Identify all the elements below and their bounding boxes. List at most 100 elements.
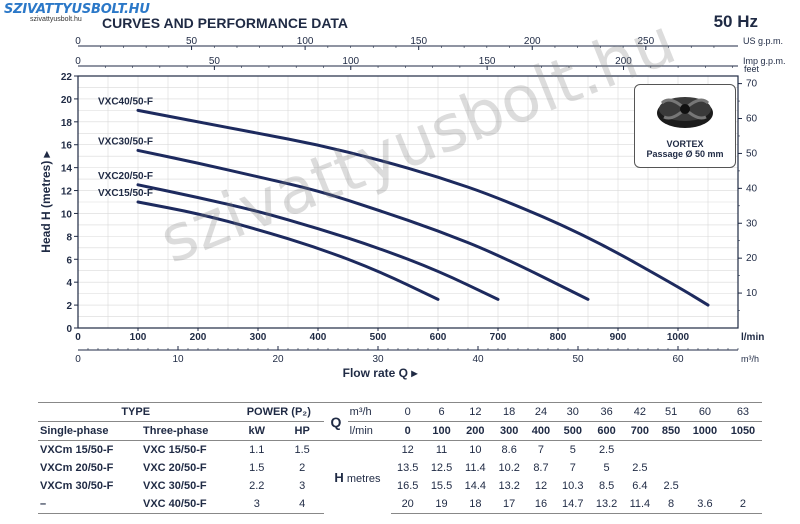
- type-header: TYPE: [38, 402, 234, 422]
- m3h-tick-label: 30: [372, 354, 384, 365]
- three-phase-model: VXC 30/50-F: [143, 480, 207, 492]
- inset-label-vortex: VORTEX: [666, 139, 704, 149]
- table-header-row-1: TYPE POWER (P₂) Q m³/h 0 6 12 18 24 30 36 42 51 6…: [38, 402, 762, 441]
- q-lmin-value: 850: [656, 421, 686, 441]
- head-value: 2.5: [632, 462, 648, 474]
- head-value: [624, 441, 657, 460]
- head-value: [656, 459, 686, 477]
- head-value: 2.5: [598, 444, 615, 456]
- m3h-header: m³/h: [347, 402, 391, 422]
- single-phase-model: VXCm 20/50-F: [40, 462, 114, 474]
- head-value: 17: [492, 495, 527, 514]
- m3h-tick-label: 60: [672, 354, 684, 365]
- imp-gpm-tick-label: 0: [75, 56, 81, 67]
- feet-tick-label: 20: [746, 253, 758, 264]
- feet-tick-label: 60: [746, 114, 758, 125]
- y-tick-label: 2: [66, 301, 72, 312]
- power-hp: 4: [280, 495, 325, 514]
- head-value: 10.2: [498, 462, 520, 474]
- y-tick-label: 4: [66, 278, 72, 289]
- head-value: 5: [603, 462, 610, 474]
- x-tick-label: 500: [370, 332, 387, 343]
- head-value: 11: [435, 444, 448, 456]
- table-row: VXCm 20/50-F VXC 20/50-F 1.5 2 13.5 12.5 11.4 1…: [38, 459, 762, 477]
- us-gpm-unit: US g.p.m.: [743, 36, 783, 46]
- q-lmin-value: 200: [458, 421, 493, 441]
- q-m3h-value: 18: [492, 402, 527, 422]
- head-value: 13.2: [589, 495, 624, 514]
- q-m3h-value: 42: [623, 402, 657, 422]
- lmin-unit: l/min: [741, 332, 764, 343]
- logo-sub-text: szivattyusbolt.hu: [30, 16, 82, 23]
- head-value: 20: [390, 495, 425, 514]
- q-lmin-value: 0: [390, 421, 425, 441]
- y-tick-label: 12: [61, 187, 73, 198]
- q-lmin-value: 700: [623, 421, 657, 441]
- three-phase-model: VXC 15/50-F: [143, 444, 207, 456]
- x-axis-title: Flow rate Q ▸: [343, 366, 419, 380]
- head-value: 12.5: [430, 462, 453, 474]
- x-tick-label: 100: [130, 332, 147, 343]
- m3h-tick-label: 40: [472, 354, 484, 365]
- series-curve-vxc30-50-f: [136, 148, 590, 301]
- head-value: 15.5: [430, 480, 453, 492]
- feet-tick-label: 30: [746, 218, 758, 229]
- single-phase-header: Single-phase: [38, 421, 141, 441]
- imp-gpm-tick-label: 50: [209, 56, 221, 67]
- imp-gpm-tick-label: 200: [615, 56, 632, 67]
- power-header: POWER (P₂): [233, 402, 325, 422]
- head-value: [686, 459, 724, 477]
- head-value: 8: [656, 495, 686, 514]
- series-curve-vxc15-50-f: [136, 200, 440, 301]
- head-value: 8.7: [533, 462, 549, 474]
- series-label-vxc40-50-f: VXC40/50-F: [98, 96, 153, 107]
- table-row: – VXC 40/50-F 3 4 20 19 18 17 16 14.7 13.2 11.4 8 3.6…: [38, 495, 762, 514]
- hp-header: HP: [280, 421, 325, 441]
- imp-gpm-tick-label: 150: [479, 56, 496, 67]
- power-kw: 3: [233, 495, 281, 514]
- q-m3h-value: 0: [390, 402, 425, 422]
- x-tick-label: 900: [610, 332, 627, 343]
- feet-tick-label: 70: [746, 79, 758, 90]
- x-tick-label: 300: [250, 332, 267, 343]
- feet-tick-label: 40: [746, 183, 758, 194]
- x-tick-label: 600: [430, 332, 447, 343]
- series-curve-vxc20-50-f: [136, 183, 500, 301]
- y-tick-label: 6: [66, 255, 72, 266]
- head-value: [656, 441, 686, 460]
- series-label-vxc30-50-f: VXC30/50-F: [98, 136, 153, 147]
- table-row: VXCm 15/50-F VXC 15/50-F 1.1 1.5 H metres 12 1…: [38, 441, 762, 485]
- y-tick-label: 8: [66, 232, 72, 243]
- page-title: CURVES AND PERFORMANCE DATA: [102, 15, 349, 31]
- us-gpm-tick-label: 0: [75, 36, 81, 47]
- head-value: 10: [469, 444, 482, 456]
- y-tick-label: 0: [66, 324, 72, 335]
- us-gpm-tick-label: 200: [524, 36, 541, 47]
- y-tick-label: 18: [61, 118, 73, 129]
- m3h-tick-label: 20: [272, 354, 284, 365]
- head-value: [724, 477, 762, 495]
- head-value: 11.4: [623, 495, 657, 514]
- head-value: 11.4: [465, 462, 486, 474]
- three-phase-model: VXC 40/50-F: [141, 495, 234, 514]
- q-lmin-value: 100: [424, 421, 459, 441]
- imp-gpm-unit: Imp g.p.m.: [743, 56, 786, 66]
- y-tick-label: 20: [61, 95, 73, 106]
- head-value: 18: [458, 495, 493, 514]
- y-tick-label: 14: [61, 164, 73, 175]
- x-tick-label: 0: [75, 332, 81, 343]
- head-value: [724, 459, 762, 477]
- head-value: 14.7: [555, 495, 590, 514]
- q-header: Q: [324, 402, 348, 441]
- q-lmin-value: 1050: [723, 421, 762, 441]
- single-phase-model: VXCm 15/50-F: [40, 444, 114, 456]
- logo-main-text: SZIVATTYUSBOLT.HU: [4, 2, 150, 17]
- single-phase-model: VXCm 30/50-F: [40, 480, 114, 492]
- q-m3h-value: 63: [723, 402, 762, 422]
- q-m3h-value: 60: [685, 402, 724, 422]
- three-phase-model: VXC 20/50-F: [143, 462, 207, 474]
- head-value: 8.5: [598, 480, 615, 492]
- head-value: [686, 477, 724, 495]
- head-value: [686, 441, 724, 460]
- power-kw: 2.2: [249, 480, 265, 492]
